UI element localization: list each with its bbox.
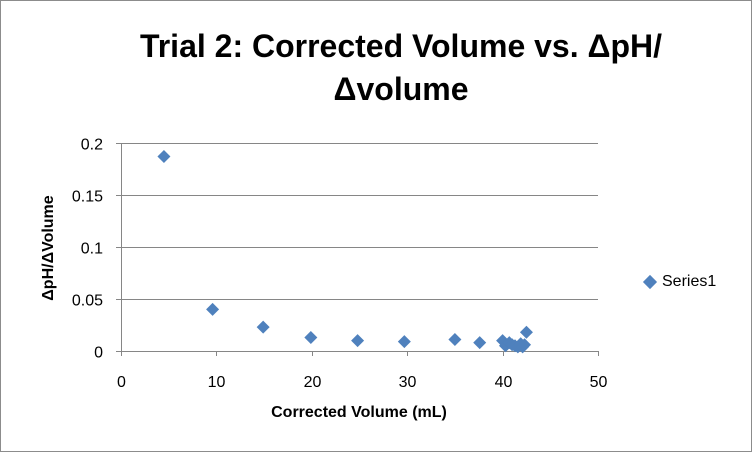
- gridlines: [121, 143, 598, 300]
- axes: [116, 143, 598, 356]
- data-point-16: [518, 338, 532, 352]
- x-tick-label: 50: [590, 374, 608, 391]
- y-tick-label: 0: [94, 345, 103, 362]
- x-tick-label: 20: [304, 374, 322, 391]
- x-axis-ticks: 0 10 20 30 40 50: [117, 351, 608, 391]
- series1-points: [157, 150, 533, 354]
- x-tick-label: 30: [399, 374, 417, 391]
- y-axis-label: ΔpH/ΔVolume: [40, 195, 57, 300]
- data-point-17: [519, 325, 533, 339]
- data-point-3: [304, 330, 318, 344]
- data-point-6: [448, 333, 462, 347]
- y-tick-label: 0.2: [81, 137, 103, 154]
- data-point-5: [397, 335, 411, 349]
- chart-title-line-2: Δvolume: [333, 71, 469, 107]
- data-point-4: [351, 334, 365, 348]
- chart-title-line-1: Trial 2: Corrected Volume vs. ΔpH/: [139, 28, 663, 64]
- legend: Series1: [642, 273, 717, 291]
- y-axis-ticks: 0 0.05 0.1 0.15 0.2: [72, 137, 121, 362]
- x-tick-label: 40: [495, 374, 513, 391]
- chart-title: Trial 2: Corrected Volume vs. ΔpH/ Δvolu…: [101, 25, 701, 111]
- legend-label-series1: Series1: [662, 273, 717, 290]
- data-point-0: [157, 150, 171, 164]
- y-tick-label: 0.1: [81, 241, 103, 258]
- x-tick-label: 10: [208, 374, 226, 391]
- data-point-1: [206, 302, 220, 316]
- x-axis-label: Corrected Volume (mL): [271, 404, 447, 421]
- data-point-2: [256, 320, 270, 334]
- x-tick-label: 0: [117, 374, 126, 391]
- y-tick-label: 0.05: [72, 293, 103, 310]
- data-point-7: [473, 336, 487, 350]
- diamond-icon: [642, 274, 658, 290]
- y-tick-label: 0.15: [72, 189, 103, 206]
